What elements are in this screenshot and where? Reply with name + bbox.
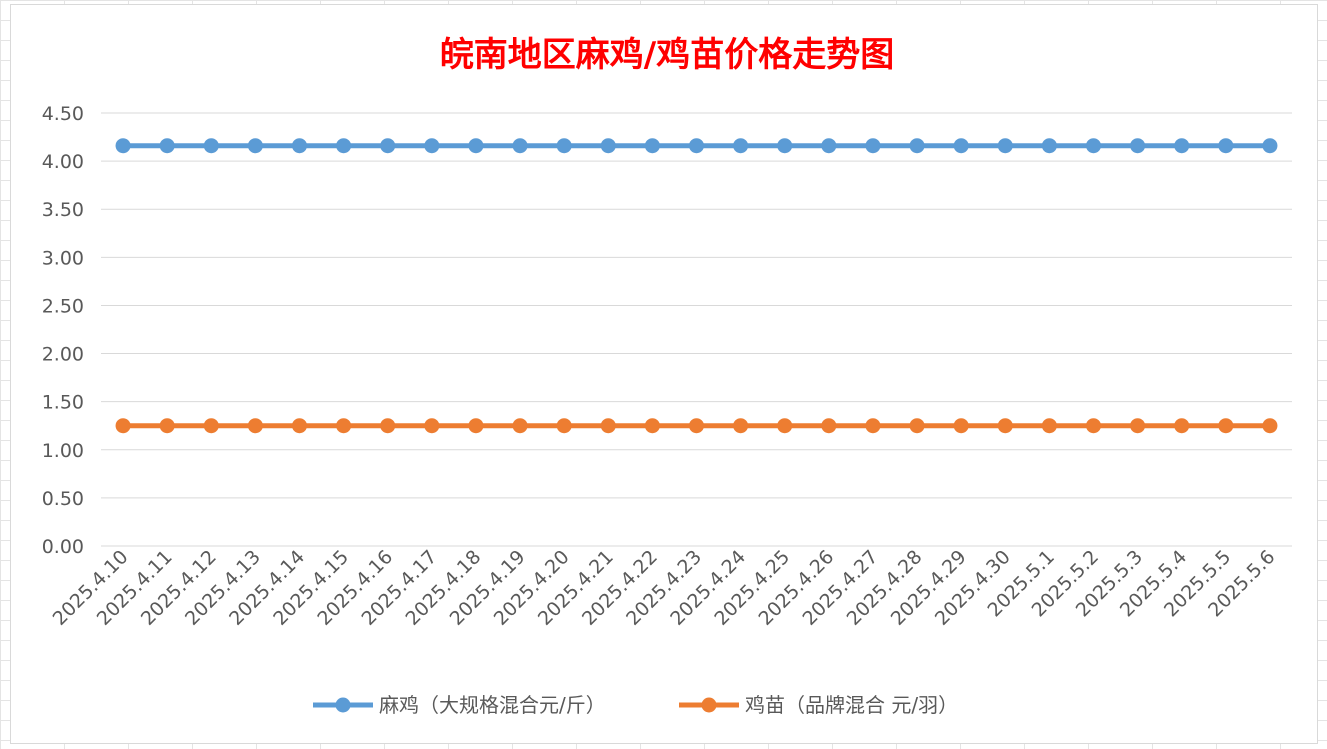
y-tick-label: 1.00 [42, 440, 84, 462]
data-point [1041, 418, 1057, 434]
data-point [556, 418, 572, 434]
data-point [733, 418, 749, 434]
y-tick-label: 3.50 [42, 199, 84, 221]
series-2 [115, 418, 1278, 434]
y-tick-label: 1.50 [42, 392, 84, 414]
data-point [424, 418, 440, 434]
data-point [997, 138, 1013, 154]
y-tick-label: 3.00 [42, 247, 84, 269]
data-point [115, 138, 131, 154]
data-point [600, 138, 616, 154]
data-point [556, 138, 572, 154]
data-point [689, 418, 704, 434]
data-point [1130, 418, 1146, 434]
y-tick-label: 4.50 [42, 103, 84, 125]
data-point [292, 138, 307, 154]
data-point [115, 418, 131, 434]
legend-marker [335, 697, 351, 713]
data-point [336, 138, 352, 154]
y-axis-tick-labels: 0.00 0.50 1.00 1.50 2.00 2.50 3.00 3.50 4.00 4.50 [42, 103, 84, 558]
data-point [997, 418, 1013, 434]
data-point [1041, 138, 1057, 154]
data-point [159, 138, 175, 154]
series-group [115, 138, 1278, 434]
legend[interactable]: 麻鸡（大规格混合元/斤） 鸡苗（品牌混合 元/羽） [313, 693, 958, 717]
data-point [468, 138, 484, 154]
legend-label: 麻鸡（大规格混合元/斤） [379, 693, 606, 717]
data-point [468, 418, 484, 434]
data-point [1174, 418, 1190, 434]
legend-item-2[interactable]: 鸡苗（品牌混合 元/羽） [679, 693, 958, 717]
y-tick-label: 4.00 [42, 151, 84, 173]
line-chart: 皖南地区麻鸡/鸡苗价格走势图 0.00 0.50 1.00 1.50 2.00 2.50 3… [42, 35, 1292, 717]
data-point [203, 418, 219, 434]
y-tick-label: 0.00 [42, 536, 84, 558]
data-point [953, 138, 969, 154]
data-point [336, 418, 352, 434]
y-tick-label: 2.50 [42, 295, 84, 317]
data-point [159, 418, 175, 434]
data-point [689, 138, 704, 154]
gridlines [101, 112, 1292, 547]
data-point [512, 138, 528, 154]
data-point [424, 138, 440, 154]
data-point [821, 418, 837, 434]
chart-title: 皖南地区麻鸡/鸡苗价格走势图 [440, 35, 894, 75]
data-point [909, 418, 925, 434]
data-point [1174, 138, 1190, 154]
data-point [821, 138, 837, 154]
data-point [1086, 418, 1101, 434]
legend-label: 鸡苗（品牌混合 元/羽） [745, 693, 958, 717]
data-point [777, 418, 793, 434]
data-point [1262, 418, 1278, 434]
data-point [247, 418, 263, 434]
data-point [1218, 138, 1234, 154]
data-point [203, 138, 219, 154]
data-point [1218, 418, 1234, 434]
y-tick-label: 2.00 [42, 344, 84, 366]
chart-area[interactable]: 皖南地区麻鸡/鸡苗价格走势图 0.00 0.50 1.00 1.50 2.00 2.50 3… [10, 4, 1318, 744]
series-1 [115, 138, 1278, 154]
data-point [292, 418, 307, 434]
data-point [644, 138, 660, 154]
data-point [865, 138, 881, 154]
data-point [953, 418, 969, 434]
data-point [600, 418, 616, 434]
data-point [512, 418, 528, 434]
data-point [865, 418, 881, 434]
legend-marker [701, 697, 717, 713]
data-point [777, 138, 793, 154]
data-point [380, 418, 396, 434]
y-tick-label: 0.50 [42, 488, 84, 510]
legend-item-1[interactable]: 麻鸡（大规格混合元/斤） [313, 693, 606, 717]
data-point [380, 138, 396, 154]
x-axis-tick-labels: 2025.4.102025.4.112025.4.122025.4.132025… [49, 546, 1280, 630]
data-point [733, 138, 749, 154]
data-point [1262, 138, 1278, 154]
data-point [644, 418, 660, 434]
data-point [909, 138, 925, 154]
data-point [247, 138, 263, 154]
data-point [1086, 138, 1101, 154]
data-point [1130, 138, 1146, 154]
